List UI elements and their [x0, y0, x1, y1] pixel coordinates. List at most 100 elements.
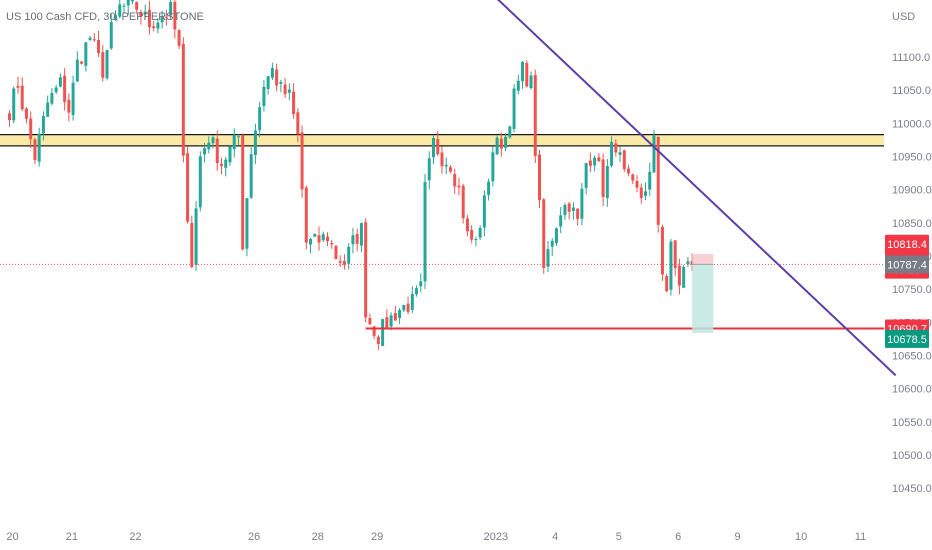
time-tick-label: 11 [855, 531, 866, 543]
candle-body [279, 82, 283, 84]
candle-body [359, 223, 363, 246]
price-tag-label: 10678.5 [887, 334, 927, 346]
candle-body [321, 234, 325, 241]
candle-body [563, 204, 567, 216]
candle-body [665, 276, 669, 292]
candle-body [228, 146, 232, 163]
candle-body [241, 135, 245, 250]
candle-body [41, 116, 45, 134]
candle-body [67, 99, 71, 113]
candle-body [554, 228, 558, 244]
price-tick-label: 11000.0 [892, 118, 931, 130]
candle-body [635, 180, 639, 188]
candle-body [20, 85, 24, 110]
candle-body [546, 249, 550, 267]
resistance-zone [0, 134, 884, 147]
candle-body [300, 132, 304, 190]
candle-body [101, 52, 105, 78]
price-tag-label: 10818.4 [887, 239, 927, 251]
candle-body [487, 181, 491, 195]
candle-body [677, 265, 681, 286]
candle-body [63, 75, 67, 102]
candle-body [92, 39, 96, 41]
candle-body [207, 142, 211, 150]
candle-body [470, 229, 474, 240]
time-tick-label: 22 [129, 531, 141, 543]
candle-body [139, 11, 143, 17]
candle-body [54, 87, 58, 92]
time-tick-label: 28 [312, 531, 324, 543]
candles-layer [8, 0, 694, 350]
candle-body [203, 148, 207, 155]
candle-body [190, 223, 194, 268]
candle-body [326, 236, 329, 242]
candle-body [126, 0, 130, 6]
time-tick-label: 9 [734, 531, 740, 543]
candle-body [461, 185, 465, 219]
candle-body [644, 191, 647, 196]
candle-body [627, 168, 631, 174]
candle-body [364, 222, 368, 318]
candle-body [508, 126, 512, 138]
candle-body [232, 134, 236, 150]
candle-body [415, 288, 419, 295]
candle-body [652, 135, 656, 173]
time-tick-label: 26 [248, 531, 260, 543]
candle-body [559, 215, 563, 227]
candle-body [639, 187, 643, 198]
candle-body [198, 156, 202, 208]
candle-body [147, 9, 151, 28]
chart-title: US 100 Cash CFD, 30, PEPPERSTONE [6, 11, 204, 23]
candle-body [622, 150, 626, 170]
candle-body [673, 240, 677, 269]
time-axis: 20 21 22 26 28 29 2023 4 5 6 9 10 11 [6, 531, 866, 543]
candle-body [351, 235, 355, 245]
descending-trendline [497, 0, 897, 377]
time-tick-label: 5 [616, 531, 622, 543]
candle-body [427, 158, 431, 181]
candle-body [245, 198, 249, 249]
candle-body [656, 136, 660, 225]
candle-body [499, 138, 503, 149]
candle-body [478, 228, 482, 238]
candle-body [465, 218, 469, 232]
candle-body [601, 159, 605, 198]
candle-body [24, 108, 28, 119]
candle-body [406, 303, 410, 312]
time-tick-label: 2023 [484, 531, 508, 543]
candle-body [402, 305, 406, 311]
candle-body [296, 112, 300, 134]
candle-body [398, 309, 402, 318]
candle-body [143, 11, 147, 15]
candle-body [169, 1, 173, 16]
candle-body [669, 241, 673, 290]
candle-body [258, 107, 262, 131]
candle-body [419, 281, 423, 287]
candle-body [181, 43, 185, 156]
time-tick-label: 10 [795, 531, 807, 543]
candle-body [330, 242, 334, 245]
candle-body [304, 187, 308, 243]
candle-body [215, 138, 219, 164]
candle-body [686, 261, 690, 265]
candle-body [152, 26, 156, 29]
candle-body [432, 138, 435, 158]
candle-body [105, 50, 109, 79]
candle-body [567, 203, 571, 212]
candle-body [135, 1, 139, 10]
candle-body [317, 235, 321, 243]
candle-body [457, 185, 461, 188]
candle-body [533, 75, 537, 157]
candle-body [550, 240, 554, 247]
candle-body [491, 152, 495, 182]
candle-body [266, 76, 270, 89]
time-tick-label: 4 [552, 531, 558, 543]
candle-body [584, 163, 588, 188]
candle-body [58, 77, 62, 87]
candle-body [660, 226, 664, 275]
candle-body [118, 4, 122, 17]
candle-body [525, 63, 529, 87]
candle-body [614, 143, 618, 153]
